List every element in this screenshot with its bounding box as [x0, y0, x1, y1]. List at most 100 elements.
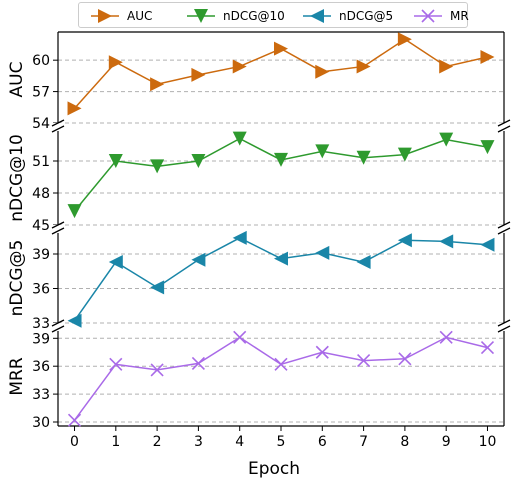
data-point: [274, 152, 288, 167]
data-point: [232, 131, 247, 146]
legend-label: AUC: [127, 9, 152, 23]
legend-item: MRR: [414, 9, 477, 23]
data-point: [357, 354, 371, 368]
data-point: [398, 352, 412, 366]
data-point: [480, 50, 495, 65]
legend-marker: [98, 9, 112, 23]
axis-break-mark: [51, 319, 65, 327]
data-point: [356, 255, 371, 270]
legend-item: AUC: [91, 9, 152, 23]
y-tick-label: 39: [32, 331, 50, 347]
axis-break-mark: [51, 227, 65, 235]
y-tick-label: 30: [32, 415, 50, 431]
legend-label: nDCG@10: [223, 9, 285, 23]
x-tick-label: 4: [235, 434, 244, 450]
data-point: [109, 357, 123, 371]
legend: AUC nDCG@10 nDCG@5 MRR: [78, 2, 477, 28]
series-line: [73, 237, 488, 322]
chart-panels: 54 57 60 AUC 45 48 51 nDCG@10 33 36 39 nDCG@5 30 33 36…: [7, 31, 511, 431]
axis-break-mark: [51, 221, 65, 229]
data-point: [150, 77, 165, 92]
data-point: [67, 313, 82, 328]
legend-items: AUC nDCG@10 nDCG@5 MRR: [91, 9, 477, 23]
x-tick-label: 9: [442, 434, 451, 450]
x-tick-label: 0: [70, 434, 79, 450]
x-tick-label: 8: [400, 434, 409, 450]
y-tick-label: 51: [32, 154, 50, 170]
y-axis-label: nDCG@10: [7, 134, 27, 222]
data-point: [274, 41, 288, 56]
x-tick-label: 2: [153, 434, 162, 450]
data-point: [232, 59, 247, 74]
y-tick-label: 36: [32, 282, 50, 298]
data-point: [356, 150, 371, 165]
data-point: [356, 59, 371, 74]
legend-marker: [194, 9, 208, 23]
data-point: [397, 32, 412, 47]
axis-break-mark: [497, 221, 511, 229]
axis-break-mark: [497, 227, 511, 235]
x-tick-label: 10: [479, 434, 497, 450]
break-mask: [51, 225, 65, 233]
y-tick-label: 57: [32, 85, 50, 101]
axis-break-mark: [51, 125, 65, 133]
data-point: [480, 341, 495, 355]
data-point: [191, 252, 206, 267]
break-mask: [497, 323, 511, 331]
series-line: [73, 336, 488, 421]
y-tick-label: 33: [32, 387, 50, 403]
legend-item: nDCG@5: [303, 9, 393, 23]
data-point: [150, 363, 164, 377]
data-point: [480, 237, 495, 252]
data-point: [191, 154, 206, 168]
y-tick-label: 45: [32, 218, 50, 234]
y-tick-label: 60: [32, 53, 50, 69]
data-point: [397, 147, 412, 162]
panel-auc: 54 57 60 AUC: [7, 31, 505, 132]
legend-marker: [421, 9, 435, 23]
y-tick-label: 36: [32, 359, 50, 375]
data-point: [150, 280, 165, 295]
legend-item: nDCG@10: [187, 9, 285, 23]
x-axis-label: Epoch: [248, 459, 300, 479]
data-point: [274, 357, 288, 371]
panel-ndcg-at-5: 33 36 39 nDCG@5: [7, 221, 511, 332]
y-tick-label: 39: [32, 247, 50, 263]
legend-label: MRR: [450, 9, 469, 23]
data-point: [274, 251, 288, 266]
x-tick-label: 1: [111, 434, 120, 450]
x-axis: 0 1 2 3 4 5 6 7 8 9 10: [70, 426, 496, 450]
axis-break-mark: [51, 325, 65, 333]
y-tick-label: 48: [32, 186, 50, 202]
data-point: [108, 154, 123, 168]
data-point: [67, 101, 82, 116]
y-axis-label: AUC: [7, 62, 27, 98]
y-axis-label: nDCG@5: [7, 240, 27, 317]
data-point: [150, 159, 165, 174]
x-tick-label: 6: [318, 434, 327, 450]
x-tick-label: 5: [277, 434, 286, 450]
data-point: [439, 330, 453, 344]
break-mask: [497, 225, 511, 233]
axis-break-mark: [497, 319, 511, 327]
data-point: [108, 255, 123, 270]
x-tick-label: 3: [194, 434, 203, 450]
series-line: [73, 137, 488, 212]
data-point: [191, 356, 205, 370]
axis-break-mark: [497, 119, 511, 127]
data-point: [315, 345, 329, 359]
data-point: [480, 140, 495, 155]
break-mask: [51, 323, 65, 331]
break-mask: [497, 123, 511, 131]
data-point: [108, 55, 123, 70]
data-point: [315, 144, 330, 159]
data-point: [315, 64, 330, 79]
axis-break-mark: [497, 125, 511, 133]
data-point: [67, 204, 82, 219]
axis-break-mark: [497, 325, 511, 333]
legend-label: nDCG@5: [339, 9, 393, 23]
data-point: [439, 59, 454, 74]
data-point: [439, 132, 454, 147]
data-point: [191, 67, 206, 82]
